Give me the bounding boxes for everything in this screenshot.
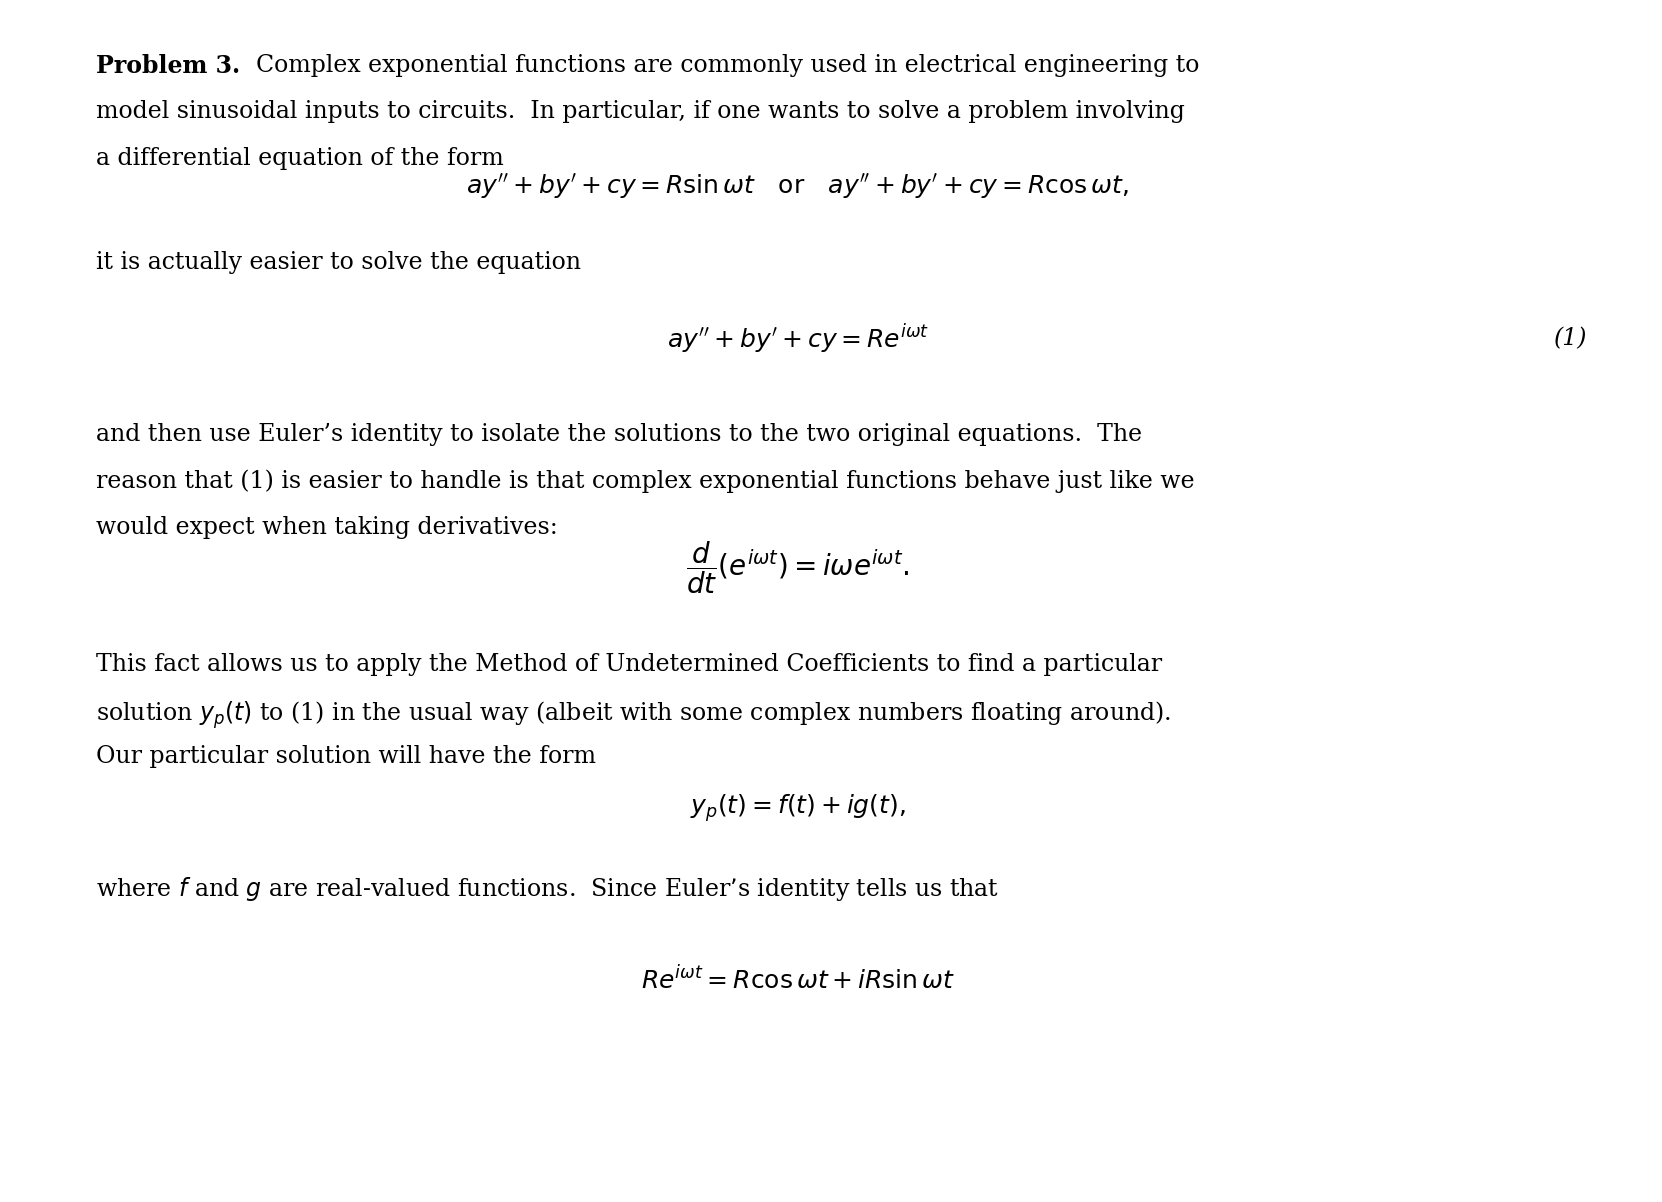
Text: reason that (1) is easier to handle is that complex exponential functions behave: reason that (1) is easier to handle is t…	[96, 469, 1195, 493]
Text: $ay'' + by' + cy = R\sin\omega t \quad \mathrm{or} \quad ay'' + by' + cy = R\cos: $ay'' + by' + cy = R\sin\omega t \quad \…	[467, 172, 1128, 201]
Text: model sinusoidal inputs to circuits.  In particular, if one wants to solve a pro: model sinusoidal inputs to circuits. In …	[96, 100, 1185, 124]
Text: would expect when taking derivatives:: would expect when taking derivatives:	[96, 516, 558, 538]
Text: Problem 3.: Problem 3.	[96, 54, 241, 78]
Text: $Re^{i\omega t} = R\cos\omega t + iR\sin\omega t$: $Re^{i\omega t} = R\cos\omega t + iR\sin…	[640, 965, 956, 994]
Text: $y_p(t) = f(t) + ig(t),$: $y_p(t) = f(t) + ig(t),$	[690, 792, 906, 823]
Text: $ay'' + by' + cy = Re^{i\omega t}$: $ay'' + by' + cy = Re^{i\omega t}$	[666, 322, 929, 356]
Text: Complex exponential functions are commonly used in electrical engineering to: Complex exponential functions are common…	[241, 54, 1198, 77]
Text: This fact allows us to apply the Method of Undetermined Coefficients to find a p: This fact allows us to apply the Method …	[96, 653, 1162, 676]
Text: and then use Euler’s identity to isolate the solutions to the two original equat: and then use Euler’s identity to isolate…	[96, 423, 1142, 446]
Text: solution $y_p(t)$ to (1) in the usual way (albeit with some complex numbers floa: solution $y_p(t)$ to (1) in the usual wa…	[96, 698, 1172, 731]
Text: $\dfrac{d}{dt}\left(e^{i\omega t}\right) = i\omega e^{i\omega t}.$: $\dfrac{d}{dt}\left(e^{i\omega t}\right)…	[686, 538, 909, 596]
Text: Our particular solution will have the form: Our particular solution will have the fo…	[96, 745, 597, 768]
Text: a differential equation of the form: a differential equation of the form	[96, 147, 504, 169]
Text: where $f$ and $g$ are real-valued functions.  Since Euler’s identity tells us th: where $f$ and $g$ are real-valued functi…	[96, 875, 999, 903]
Text: it is actually easier to solve the equation: it is actually easier to solve the equat…	[96, 251, 582, 274]
Text: (1): (1)	[1554, 327, 1587, 351]
